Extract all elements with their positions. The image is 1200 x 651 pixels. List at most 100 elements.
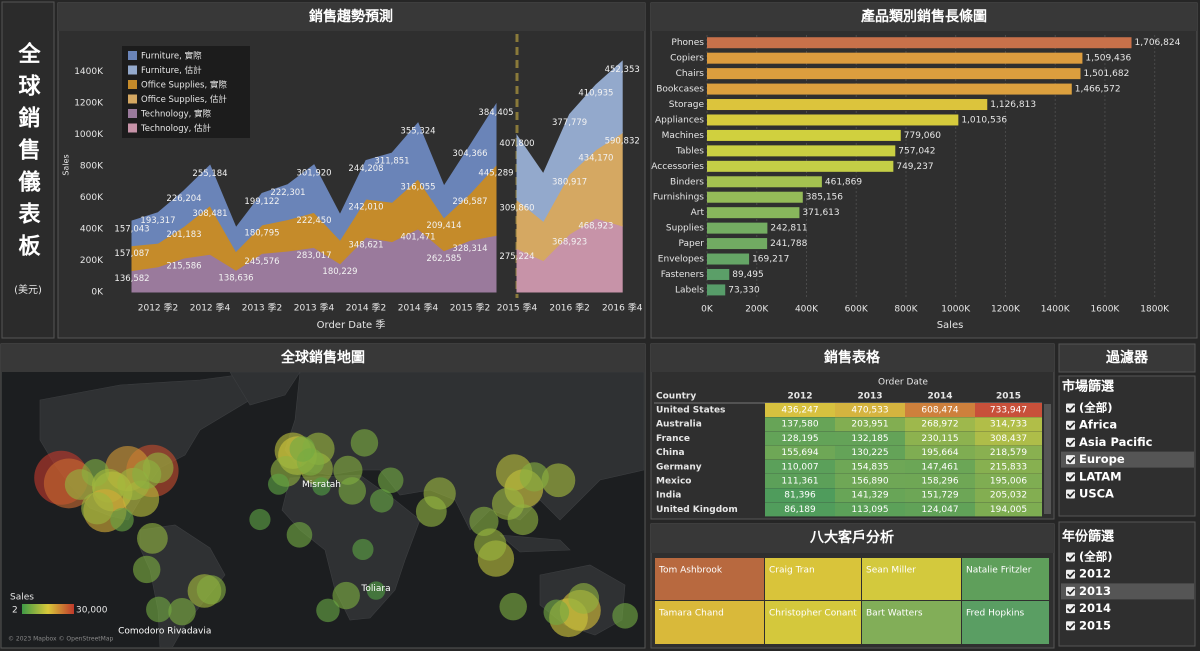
data-label: 169,217 xyxy=(752,255,789,265)
map-bubble xyxy=(338,477,367,505)
treemap-cell[interactable] xyxy=(655,558,764,600)
bar xyxy=(707,191,803,203)
data-label: 1,010,536 xyxy=(961,115,1007,125)
table-cell xyxy=(905,459,975,474)
cell-text: 156,890 xyxy=(851,477,888,487)
data-label: 348,621 xyxy=(348,241,383,251)
map-bubble xyxy=(146,596,172,623)
filter-option[interactable]: Europe xyxy=(1079,452,1125,466)
treemap-cell[interactable] xyxy=(962,601,1049,644)
checkbox[interactable] xyxy=(1066,604,1075,614)
bar xyxy=(707,176,822,188)
filter-option[interactable]: 2012 xyxy=(1079,567,1111,581)
data-label: 445,289 xyxy=(478,169,513,179)
land xyxy=(499,534,571,553)
data-label: 757,042 xyxy=(898,146,935,156)
checkbox[interactable] xyxy=(1066,420,1075,430)
filter-option[interactable]: Africa xyxy=(1079,418,1117,432)
bar xyxy=(707,145,896,157)
table-cell xyxy=(975,502,1042,517)
dashboard-title: 全球銷售儀表板 xyxy=(15,41,42,266)
scrollbar[interactable] xyxy=(1044,404,1051,514)
map-bubble xyxy=(132,555,161,584)
table-cell xyxy=(975,417,1042,432)
filter-option[interactable]: USCA xyxy=(1079,487,1114,501)
cell-text: 124,047 xyxy=(921,505,958,515)
map-bubble xyxy=(142,452,174,484)
row-header: United States xyxy=(656,406,725,416)
table-cell xyxy=(765,417,835,432)
table-cell xyxy=(835,445,905,460)
x-tick-label: 2013 季2 xyxy=(242,302,283,314)
treemap-cell[interactable] xyxy=(765,558,861,600)
checkbox[interactable] xyxy=(1066,586,1075,596)
data-label: 309,860 xyxy=(499,203,534,213)
checkbox[interactable] xyxy=(1066,552,1075,562)
treemap-cell[interactable] xyxy=(862,558,961,600)
treemap-cell[interactable] xyxy=(962,558,1049,600)
map-title: 全球銷售地圖 xyxy=(280,349,365,366)
table-cell xyxy=(765,502,835,517)
legend-label: Office Supplies, 估計 xyxy=(141,94,227,105)
legend-label: Technology, 估計 xyxy=(140,123,212,134)
filter-title: 年份篩選 xyxy=(1062,529,1114,545)
panel-header xyxy=(651,344,1054,372)
table-cell xyxy=(835,403,905,417)
data-label: 385,156 xyxy=(806,193,843,203)
legend-swatch xyxy=(128,94,137,104)
filter-option[interactable]: LATAM xyxy=(1079,469,1122,483)
highlight xyxy=(1061,451,1194,468)
bar xyxy=(707,37,1132,49)
x-tick-label: 0K xyxy=(701,305,714,315)
checkbox[interactable] xyxy=(1066,437,1075,447)
cell-text: 81,396 xyxy=(784,491,816,501)
cell-text: 230,115 xyxy=(921,434,958,444)
data-label: 275,224 xyxy=(499,252,534,262)
bar xyxy=(707,268,730,280)
table-cell xyxy=(835,417,905,432)
data-label: 241,788 xyxy=(770,239,807,249)
row-header: China xyxy=(656,448,685,458)
treemap-cell[interactable] xyxy=(655,601,764,644)
panel-header xyxy=(651,524,1054,553)
filter-option[interactable]: (全部) xyxy=(1079,401,1113,415)
filter-option[interactable]: Asia Pacific xyxy=(1079,435,1153,449)
checkbox[interactable] xyxy=(1066,621,1075,631)
y-tick-label: 200K xyxy=(80,256,104,266)
filter-option[interactable]: 2014 xyxy=(1079,601,1111,615)
checkbox[interactable] xyxy=(1066,472,1075,482)
map: Misratah Toliara Comodoro Rivadavia xyxy=(34,372,644,647)
cell-text: 470,533 xyxy=(851,406,888,416)
data-label: 410,935 xyxy=(578,89,613,99)
check-mark xyxy=(1066,422,1076,429)
table-cell xyxy=(905,431,975,446)
row-header: France xyxy=(656,434,690,444)
checkbox[interactable] xyxy=(1066,403,1075,413)
checkbox[interactable] xyxy=(1066,569,1075,579)
x-tick-label: 1400K xyxy=(1041,305,1071,315)
table-cell xyxy=(835,502,905,517)
cell-text: 268,972 xyxy=(921,420,958,430)
legend-box xyxy=(122,46,250,138)
filter-option[interactable]: 2013 xyxy=(1079,584,1111,598)
treemap-cell[interactable] xyxy=(765,601,861,644)
table-cell xyxy=(975,431,1042,446)
checkbox[interactable] xyxy=(1066,489,1075,499)
data-label: 434,170 xyxy=(578,153,613,163)
bar xyxy=(707,129,901,141)
treemap-label: Fred Hopkins xyxy=(966,609,1025,619)
data-label: 136,582 xyxy=(114,274,149,284)
checkbox[interactable] xyxy=(1066,455,1075,465)
treemap-cell[interactable] xyxy=(862,601,961,644)
x-tick-label: 800K xyxy=(894,305,918,315)
data-label: 222,301 xyxy=(270,188,305,198)
filter-option[interactable]: 2015 xyxy=(1079,618,1111,632)
data-label: 1,509,436 xyxy=(1085,54,1131,64)
data-label: 407,800 xyxy=(499,139,534,149)
cell-text: 141,329 xyxy=(851,491,888,501)
check-mark xyxy=(1066,490,1076,498)
data-label: 193,317 xyxy=(140,216,175,226)
filter-option[interactable]: (全部) xyxy=(1079,550,1113,564)
data-label: 368,923 xyxy=(552,237,587,247)
